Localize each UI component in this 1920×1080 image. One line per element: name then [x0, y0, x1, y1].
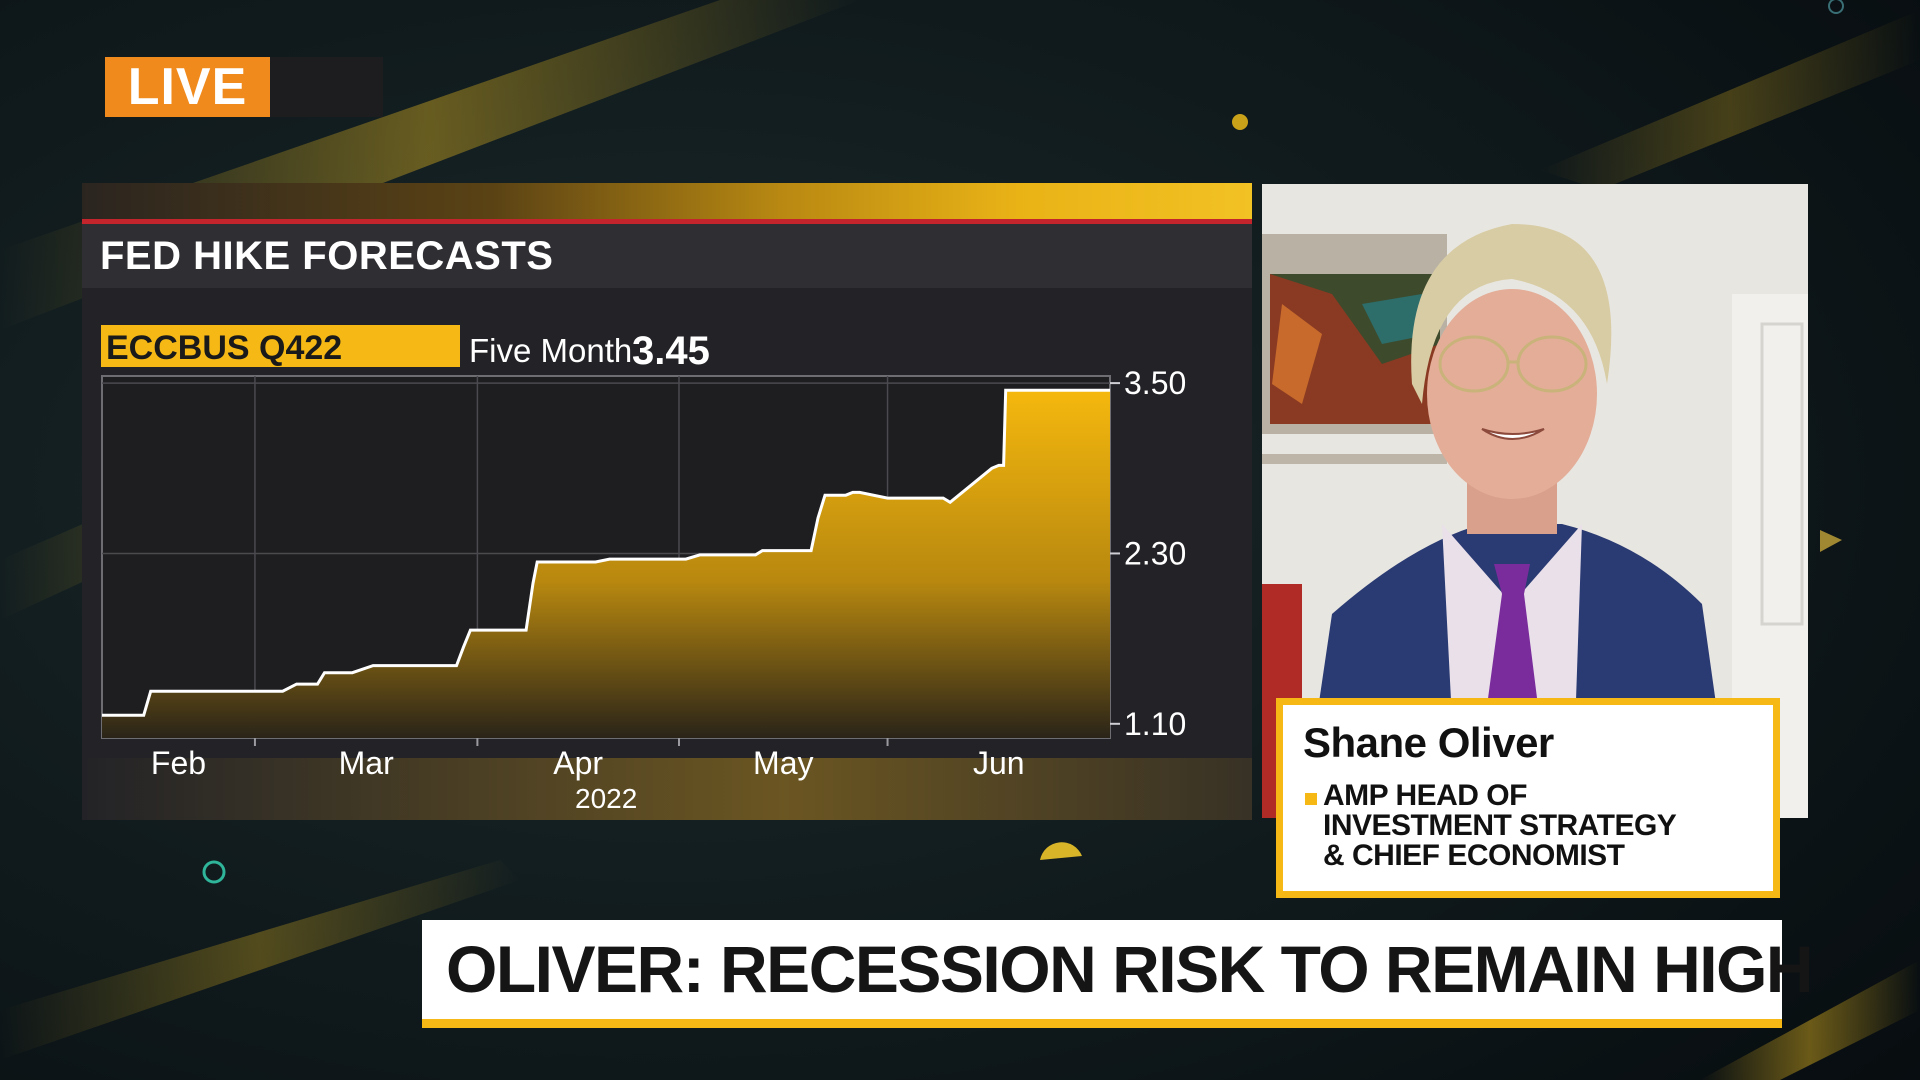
chart-area: ECCBUS Q422 Five Month 3.45 3.50 2.30 1.10…	[82, 325, 1252, 820]
guest-title-bullet	[1305, 793, 1317, 805]
chart-title-bar: FED HIKE FORECASTS	[82, 224, 1252, 288]
ticker-period: Five Month	[469, 332, 632, 369]
ticker-box	[101, 325, 460, 367]
y-tick-label: 2.30	[1124, 535, 1186, 571]
guest-title: AMP HEAD OF INVESTMENT STRATEGY & CHIEF …	[1323, 779, 1677, 872]
x-tick-label: Mar	[339, 745, 394, 781]
chart-header-rule	[82, 219, 1252, 224]
guest-name: Shane Oliver	[1303, 719, 1554, 766]
chart-title: FED HIKE FORECASTS	[100, 234, 554, 278]
x-axis-year-label: 2022	[575, 783, 637, 814]
y-tick-label: 1.10	[1124, 706, 1186, 742]
live-badge: LIVE	[105, 57, 383, 117]
x-tick-label: Apr	[553, 745, 603, 781]
headline-bar: OLIVER: RECESSION RISK TO REMAIN HIGH	[422, 920, 1814, 1028]
guest-name-card: Shane Oliver AMP HEAD OF INVESTMENT STRA…	[1276, 698, 1780, 898]
ticker-symbol: ECCBUS Q422	[106, 329, 342, 367]
headline-text: OLIVER: RECESSION RISK TO REMAIN HIGH	[446, 932, 1814, 1006]
live-label: LIVE	[105, 57, 270, 117]
x-tick-label: May	[753, 745, 813, 781]
x-tick-label: Jun	[973, 745, 1025, 781]
chart-header-strip	[82, 183, 1252, 219]
series-line	[102, 388, 1110, 717]
ticker-value: 3.45	[632, 329, 710, 373]
chart-panel: FED HIKE FORECASTS ECCBUS Q422 Five Mont…	[82, 183, 1252, 820]
x-tick-label: Feb	[151, 745, 206, 781]
y-tick-label: 3.50	[1124, 365, 1186, 401]
series-area	[102, 390, 1110, 738]
